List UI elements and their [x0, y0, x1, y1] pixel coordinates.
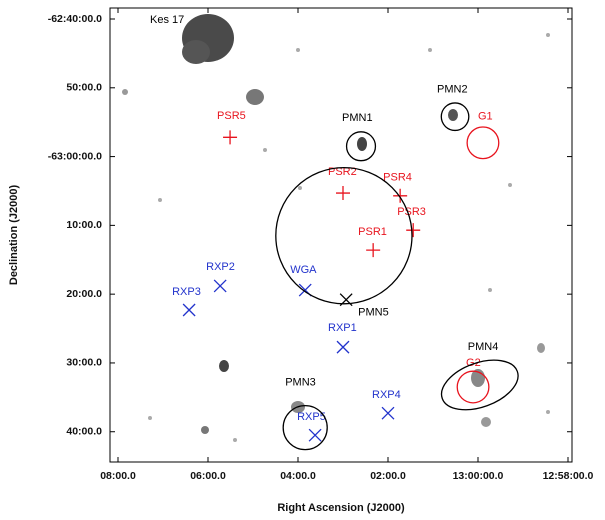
point-label: PSR5: [217, 110, 246, 122]
source-blob: [428, 48, 432, 52]
annotation: Kes 17: [150, 14, 184, 26]
y-tick-label: 50:00.0: [66, 82, 102, 94]
x-tick-label: 06:00.0: [190, 470, 226, 482]
y-tick-label: 20:00.0: [66, 288, 102, 300]
point-label: RXP4: [372, 389, 401, 401]
source-blob: [182, 40, 210, 64]
y-tick-label: 40:00.0: [66, 426, 102, 438]
source-blob: [357, 137, 367, 151]
x-tick-label: 02:00.0: [370, 470, 406, 482]
y-tick-label: -62:40:00.0: [48, 13, 102, 25]
source-blob: [122, 89, 128, 95]
point-label: PMN1: [342, 112, 373, 124]
source-blob: [546, 33, 550, 37]
x-tick-label: 13:00:00.0: [453, 470, 504, 482]
point-label: RXP3: [172, 286, 201, 298]
source-blob: [546, 410, 550, 414]
point-label: PMN3: [285, 377, 316, 389]
point-label: PSR1: [358, 226, 387, 238]
point-label: PSR3: [397, 206, 426, 218]
source-blob: [488, 288, 492, 292]
source-blob: [537, 343, 545, 353]
y-tick-label: 10:00.0: [66, 219, 102, 231]
point-label: RXP1: [328, 322, 357, 334]
source-blob: [508, 183, 512, 187]
x-tick-label: 12:58:00.0: [543, 470, 594, 482]
point-label: RXP2: [206, 261, 235, 273]
source-blob: [219, 360, 229, 372]
source-blob: [201, 426, 209, 434]
point-label: PMN2: [437, 84, 468, 96]
point-label: PMN5: [358, 307, 389, 319]
y-tick-label: -63:00:00.0: [48, 150, 102, 162]
source-blob: [158, 198, 162, 202]
point-label: PSR4: [383, 172, 412, 184]
source-blob: [481, 417, 491, 427]
source-blob: [296, 48, 300, 52]
source-blob: [298, 186, 302, 190]
source-blob: [148, 416, 152, 420]
point-label: PMN4: [468, 341, 499, 353]
source-blob: [263, 148, 267, 152]
source-blob: [448, 109, 458, 121]
point-label: G1: [478, 111, 493, 123]
source-blob: [246, 89, 264, 105]
y-tick-label: 30:00.0: [66, 357, 102, 369]
sky-chart: Kes 17 Right Ascension (J2000) Declinati…: [0, 0, 605, 520]
point-label: WGA: [290, 264, 317, 276]
x-tick-label: 04:00.0: [280, 470, 316, 482]
plot-background: [110, 8, 572, 462]
source-blob: [233, 438, 237, 442]
x-tick-label: 08:00.0: [100, 470, 136, 482]
sky-image: [110, 8, 572, 462]
x-axis-title: Right Ascension (J2000): [277, 502, 405, 514]
y-axis-title: Declination (J2000): [8, 185, 20, 286]
